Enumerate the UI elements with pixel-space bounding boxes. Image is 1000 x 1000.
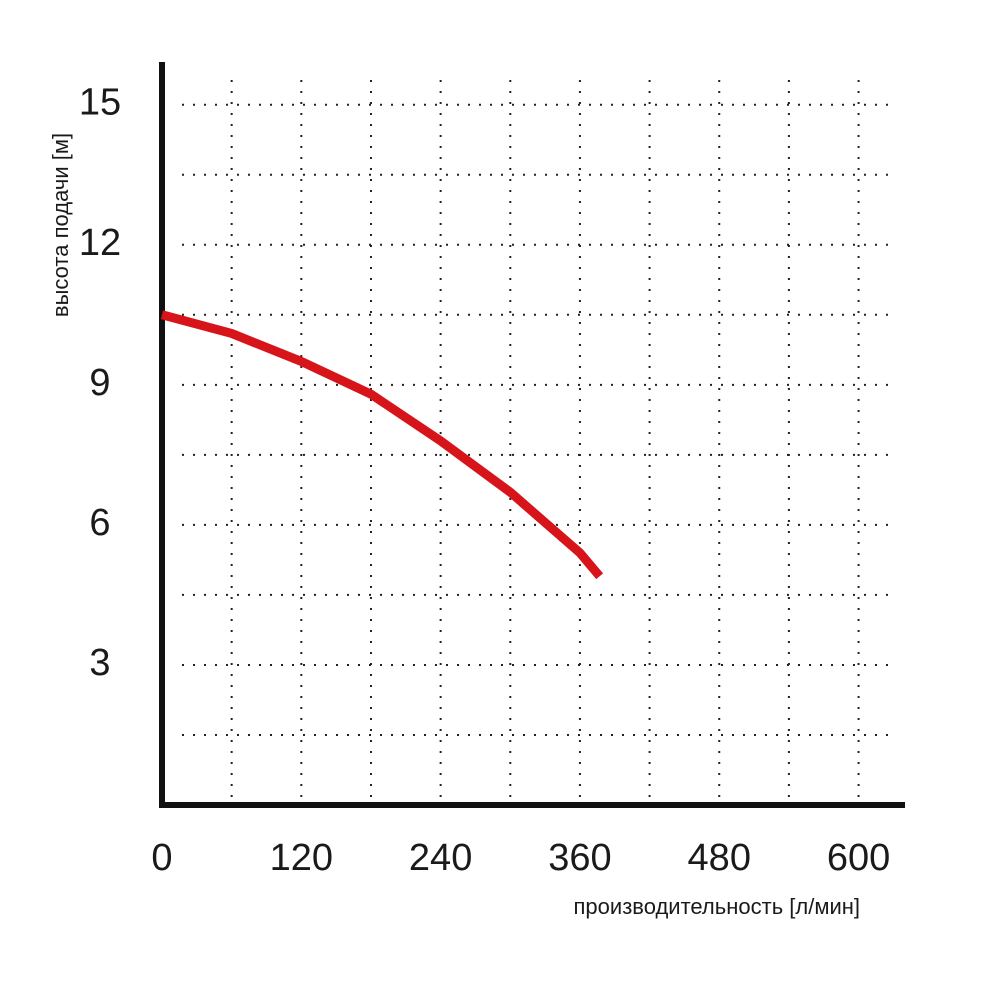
- y-axis-title: высота подачи [м]: [48, 133, 73, 317]
- x-axis-title: производительность [л/мин]: [574, 894, 860, 919]
- y-tick-label: 12: [79, 222, 121, 264]
- x-tick-label: 480: [688, 837, 751, 879]
- y-tick-label: 15: [79, 82, 121, 124]
- x-tick-label: 360: [548, 837, 611, 879]
- curve: [160, 310, 604, 580]
- y-tick-label: 3: [89, 642, 110, 684]
- x-tick-label: 0: [151, 837, 172, 879]
- y-tick-label: 6: [89, 502, 110, 544]
- y-tick-label: 9: [89, 362, 110, 404]
- x-tick-label: 240: [409, 837, 472, 879]
- x-tick-label: 600: [827, 837, 890, 879]
- x-tick-label: 120: [270, 837, 333, 879]
